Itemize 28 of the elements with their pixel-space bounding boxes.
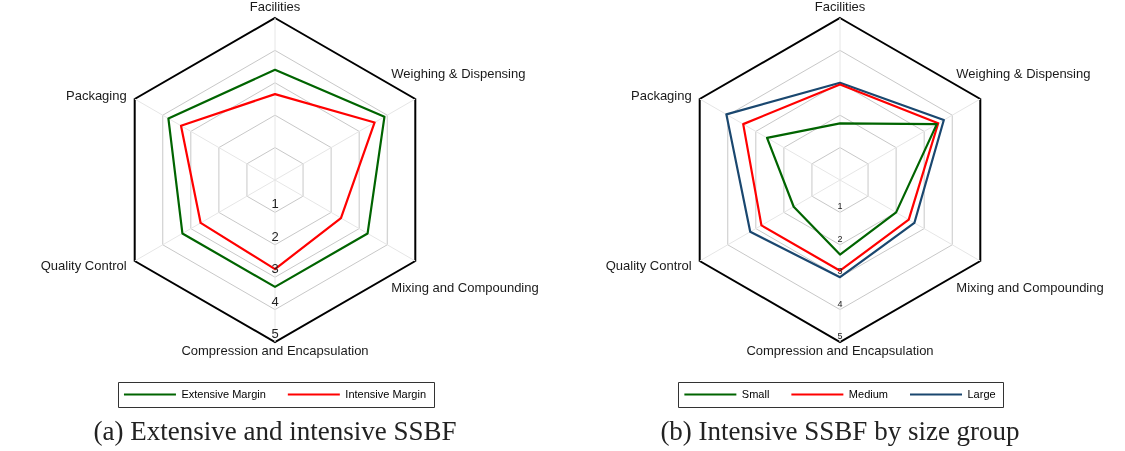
spoke-label: Mixing and Compounding — [391, 279, 539, 295]
spoke-label: Compression and Encapsulation — [181, 343, 369, 359]
spoke-label: Packaging — [65, 87, 127, 103]
spoke-label: Mixing and Compounding — [956, 279, 1104, 295]
text: (a) Extensive and intensive SSBF — [92, 415, 458, 448]
y-tick-label: 1 — [271, 196, 279, 212]
text: (b) Intensive SSBF by size group — [659, 415, 1021, 448]
y-tick-label: 3 — [837, 266, 843, 277]
y-tick-label: 4 — [271, 293, 279, 309]
spoke-label: Quality Control — [40, 257, 127, 273]
spoke-label: Weighing & Dispensing — [391, 65, 526, 81]
y-tick-label: 1 — [837, 201, 843, 212]
legend-label: Large — [967, 387, 996, 400]
y-tick-label: 2 — [837, 233, 843, 244]
legend-label: Small — [741, 387, 770, 400]
spoke-label: Packaging — [630, 87, 692, 103]
legend-label: Medium — [848, 387, 888, 400]
spoke-label: Facilities — [249, 0, 301, 15]
y-tick-label: 4 — [837, 298, 843, 309]
spoke-label: Quality Control — [605, 257, 692, 273]
spoke-label: Facilities — [814, 0, 866, 15]
legend-label: Intensive Margin — [345, 387, 427, 400]
y-tick-label: 2 — [271, 228, 279, 244]
legend-label: Extensive Margin — [181, 387, 266, 400]
spoke-label: Compression and Encapsulation — [746, 343, 934, 359]
y-tick-label: 5 — [271, 326, 279, 342]
y-tick-label: 5 — [837, 330, 843, 341]
spoke-label: Weighing & Dispensing — [956, 65, 1091, 81]
